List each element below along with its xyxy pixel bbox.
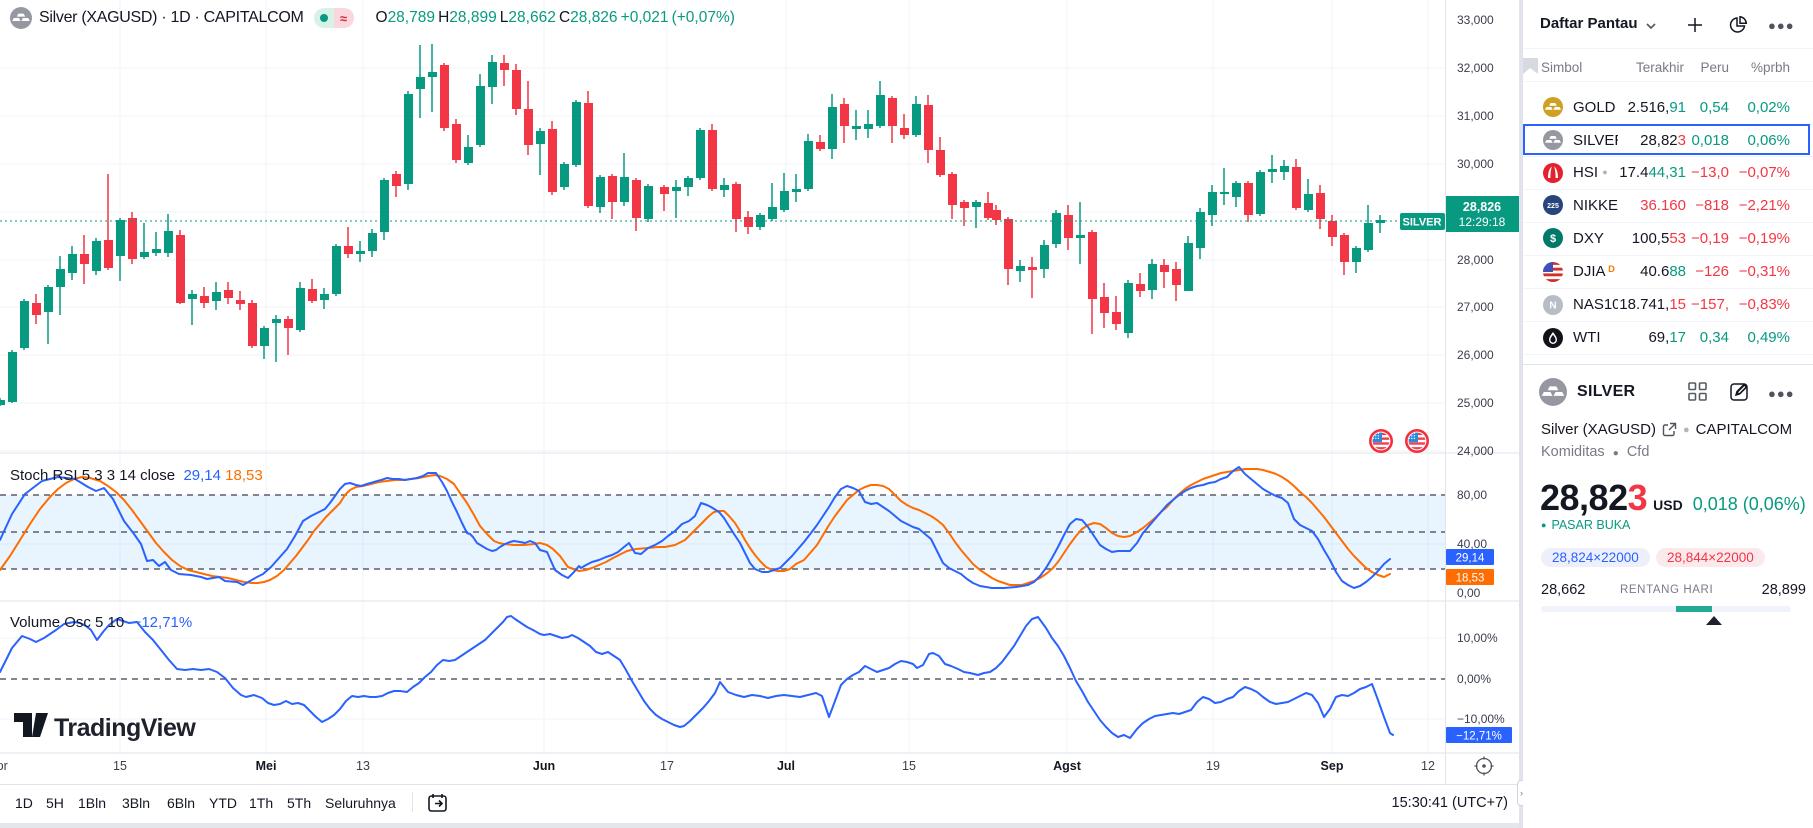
svg-text:25,000: 25,000: [1457, 396, 1494, 410]
svg-text:−12,71%: −12,71%: [1456, 731, 1502, 743]
svg-text:30,000: 30,000: [1457, 157, 1494, 171]
svg-text:Apr: Apr: [0, 759, 8, 773]
svg-text:N: N: [1549, 300, 1556, 311]
svg-text:33,000: 33,000: [1457, 13, 1494, 27]
svg-text:0,00%: 0,00%: [1457, 672, 1491, 686]
svg-text:−10,00%: −10,00%: [1457, 712, 1505, 726]
svg-text:10,00%: 10,00%: [1457, 631, 1498, 645]
svg-text:18,53: 18,53: [1456, 573, 1485, 585]
svg-text:Agst: Agst: [1053, 759, 1082, 773]
svg-text:28,826: 28,826: [1463, 200, 1501, 214]
svg-text:TradingView: TradingView: [54, 714, 196, 742]
svg-text:Jul: Jul: [777, 759, 795, 773]
svg-text:19: 19: [1206, 759, 1220, 773]
svg-text:32,000: 32,000: [1457, 61, 1494, 75]
svg-text:17: 17: [660, 759, 674, 773]
svg-text:$: $: [1550, 233, 1556, 245]
svg-text:31,000: 31,000: [1457, 109, 1494, 123]
svg-text:Jun: Jun: [533, 759, 555, 773]
svg-text:Mei: Mei: [256, 759, 277, 773]
svg-text:15: 15: [902, 759, 916, 773]
svg-text:40,00: 40,00: [1457, 537, 1487, 551]
svg-text:SILVER: SILVER: [1403, 217, 1442, 229]
svg-text:80,00: 80,00: [1457, 488, 1487, 502]
svg-text:27,000: 27,000: [1457, 300, 1494, 314]
svg-text:24,000: 24,000: [1457, 444, 1494, 458]
svg-text:Sep: Sep: [1321, 759, 1344, 773]
svg-text:225: 225: [1547, 203, 1559, 210]
svg-text:29,14: 29,14: [1456, 553, 1485, 565]
svg-text:13: 13: [356, 759, 370, 773]
svg-text:28,000: 28,000: [1457, 253, 1494, 267]
svg-text:15: 15: [113, 759, 127, 773]
svg-text:12:29:18: 12:29:18: [1459, 215, 1506, 229]
svg-text:0,00: 0,00: [1457, 586, 1481, 600]
svg-text:26,000: 26,000: [1457, 348, 1494, 362]
svg-text:12: 12: [1421, 759, 1435, 773]
